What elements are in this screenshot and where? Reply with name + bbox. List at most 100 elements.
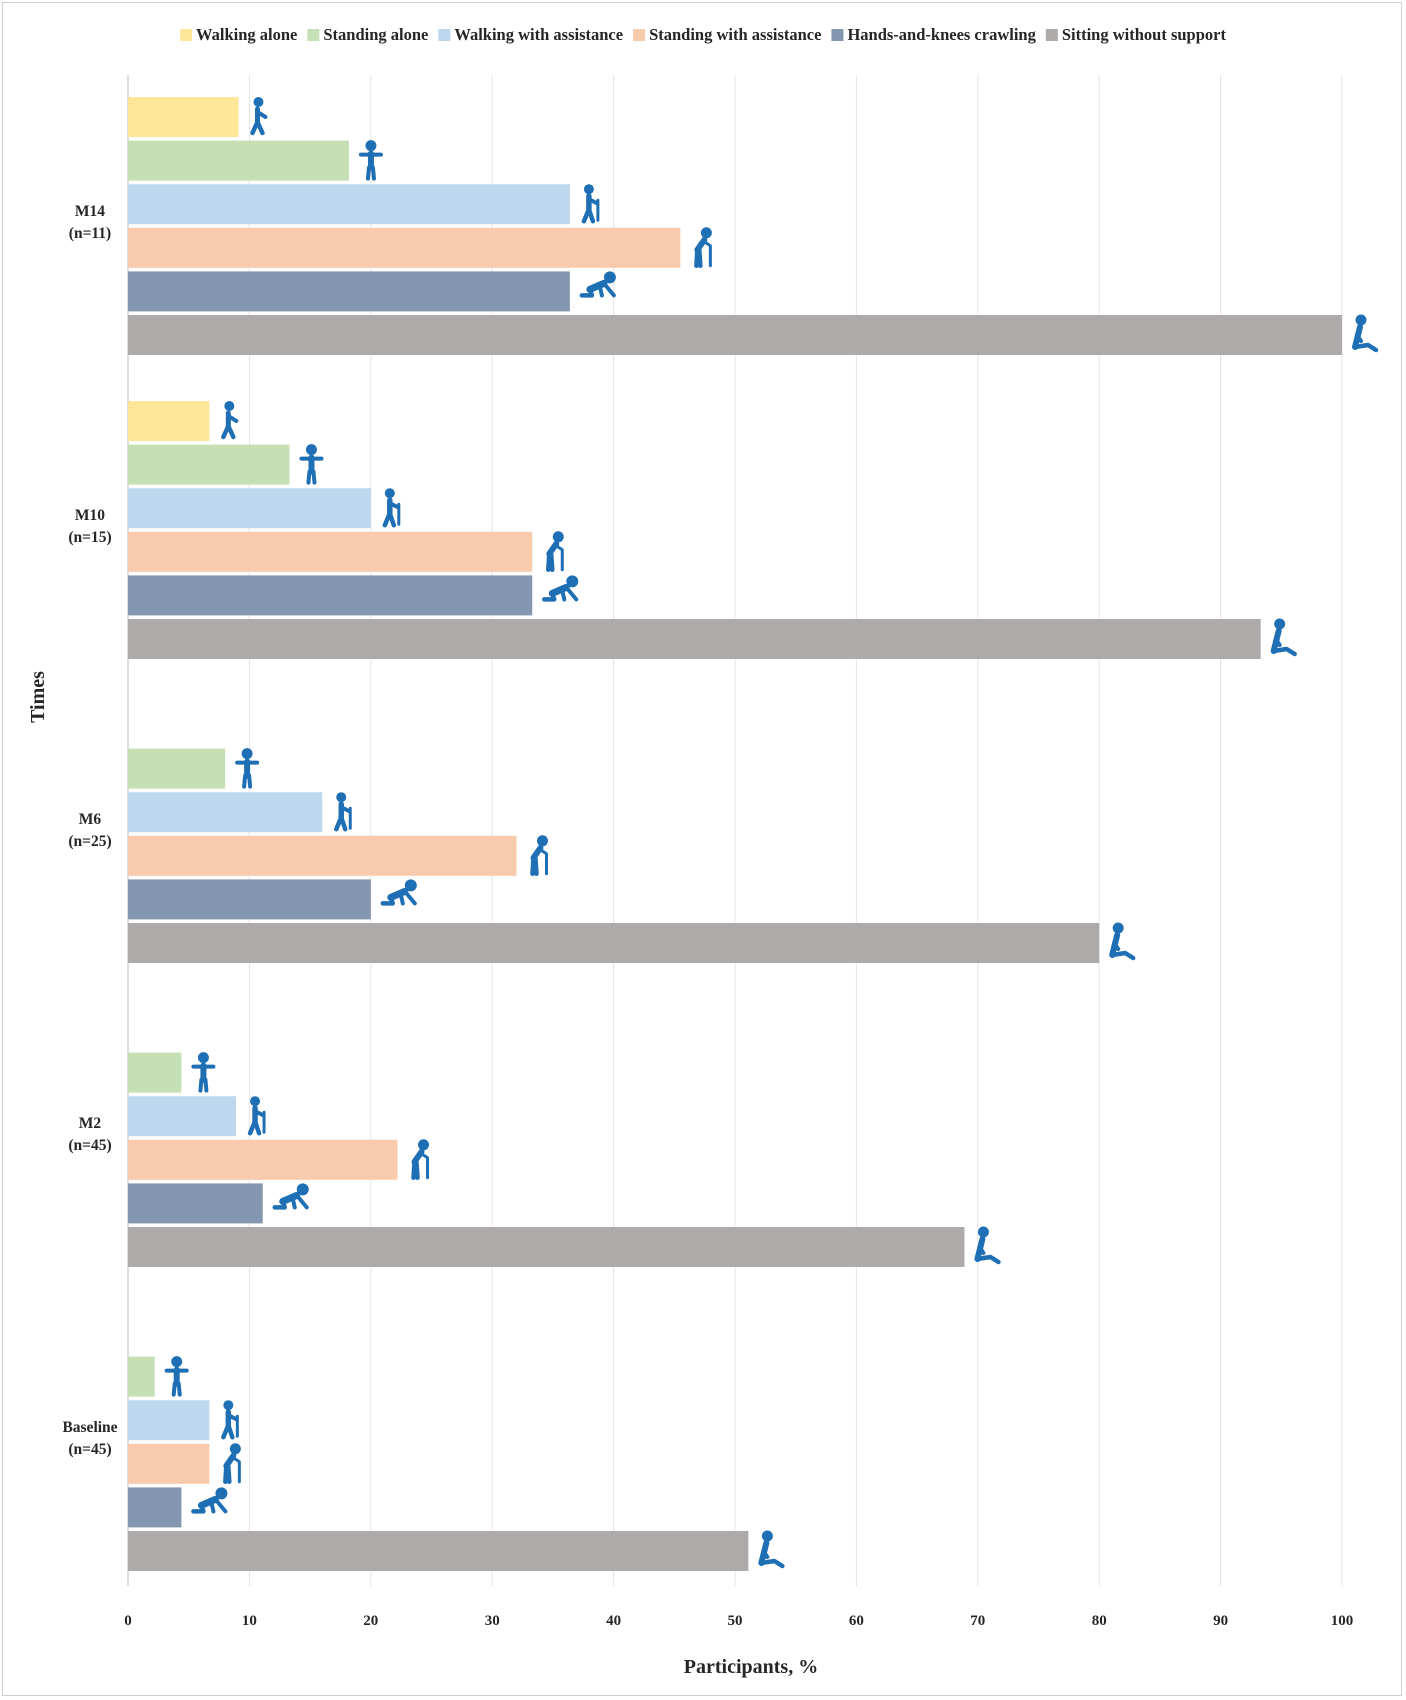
legend-items: Walking alone Standing alone Walking with … xyxy=(180,25,1226,44)
sitting-figure-icon xyxy=(1270,618,1297,657)
crawling-figure-icon xyxy=(272,1183,309,1210)
category-label: M6 xyxy=(79,811,102,828)
legend: Walking alone Standing alone Walking with … xyxy=(180,25,1226,44)
legend-label: Hands-and-knees crawling xyxy=(847,25,1036,44)
crawling-figure-icon xyxy=(191,1487,228,1514)
walking-cane-figure-icon xyxy=(247,1096,266,1136)
category-label: M10 xyxy=(75,507,105,524)
legend-swatch xyxy=(307,29,320,41)
legend-swatch xyxy=(438,29,451,41)
bars xyxy=(128,97,1342,1571)
bar xyxy=(128,619,1261,659)
standing-support-figure-icon xyxy=(694,227,712,269)
legend-item: Standing alone xyxy=(307,25,428,44)
legend-item: Hands-and-knees crawling xyxy=(831,25,1037,44)
bar xyxy=(128,140,349,181)
bar xyxy=(128,1139,398,1180)
walking-cane-figure-icon xyxy=(581,184,600,224)
sitting-figure-icon xyxy=(758,1530,785,1569)
legend-label: Standing with assistance xyxy=(649,25,821,44)
y-axis-title: Times xyxy=(27,671,49,723)
sitting-figure-icon xyxy=(1109,922,1136,961)
x-axis-title: Participants, % xyxy=(684,1656,818,1678)
bar xyxy=(128,488,371,529)
walking-cane-figure-icon xyxy=(382,488,401,528)
bar xyxy=(128,1400,210,1441)
x-tick-label: 20 xyxy=(363,1613,378,1629)
bar xyxy=(128,1096,237,1137)
bar xyxy=(128,531,533,572)
legend-label: Walking alone xyxy=(196,25,297,44)
bar xyxy=(128,748,226,789)
x-tick-label: 100 xyxy=(1331,1613,1354,1629)
bar xyxy=(128,1531,749,1571)
standing-support-figure-icon xyxy=(411,1139,430,1181)
x-tick-label: 60 xyxy=(849,1613,864,1629)
category-label: Baseline xyxy=(62,1419,117,1436)
standing-support-figure-icon xyxy=(223,1443,241,1485)
category-count: (n=45) xyxy=(68,1137,111,1154)
walking-figure-icon xyxy=(221,401,239,440)
legend-item: Walking with assistance xyxy=(438,25,623,44)
standing-figure-icon xyxy=(235,748,260,789)
standing-figure-icon xyxy=(164,1356,189,1397)
bar-group xyxy=(128,748,1100,963)
category-label: M14 xyxy=(75,203,105,220)
bar-group xyxy=(128,401,1261,659)
legend-item: Standing with assistance xyxy=(633,25,821,44)
x-tick-label: 0 xyxy=(124,1613,132,1629)
x-tick-label: 80 xyxy=(1092,1613,1107,1629)
standing-figure-icon xyxy=(299,444,324,485)
legend-swatch xyxy=(633,29,646,41)
category-count: (n=11) xyxy=(69,225,111,242)
bar-group xyxy=(128,1052,965,1267)
legend-item: Walking alone xyxy=(180,25,297,44)
standing-support-figure-icon xyxy=(530,835,548,877)
bar xyxy=(128,792,323,833)
legend-label: Walking with assistance xyxy=(454,25,623,44)
bar-group xyxy=(128,97,1342,355)
bar xyxy=(128,1356,155,1397)
bar xyxy=(128,879,371,920)
legend-swatch xyxy=(831,29,844,41)
walking-figure-icon xyxy=(250,97,268,136)
standing-support-figure-icon xyxy=(546,531,564,573)
bar xyxy=(128,575,533,616)
bar xyxy=(128,1443,210,1484)
bar xyxy=(128,184,570,225)
crawling-figure-icon xyxy=(380,879,417,906)
x-tick-label: 40 xyxy=(606,1613,621,1629)
icons xyxy=(164,97,1379,1569)
crawling-figure-icon xyxy=(579,271,616,298)
bar xyxy=(128,227,681,268)
x-tick-label: 90 xyxy=(1213,1613,1228,1629)
walking-cane-figure-icon xyxy=(221,1400,239,1440)
legend-swatch xyxy=(1045,29,1058,41)
bar xyxy=(128,97,239,137)
sitting-figure-icon xyxy=(1352,314,1379,353)
legend-swatch xyxy=(180,29,193,41)
walking-cane-figure-icon xyxy=(333,792,352,832)
standing-figure-icon xyxy=(358,140,383,181)
legend-item: Sitting without support xyxy=(1045,25,1227,44)
axes: Participants, % Times 0 10 20 30 40 50 60 70 80 9… xyxy=(27,203,1353,1678)
category-count: (n=25) xyxy=(68,833,111,850)
category-count: (n=45) xyxy=(68,1441,111,1458)
standing-figure-icon xyxy=(191,1052,216,1093)
bar xyxy=(128,315,1342,355)
legend-label: Standing alone xyxy=(323,25,428,44)
category-count: (n=15) xyxy=(68,529,111,546)
bar xyxy=(128,271,570,312)
bar xyxy=(128,923,1100,963)
bar-group xyxy=(128,1356,749,1571)
legend-label: Sitting without support xyxy=(1062,25,1227,44)
bar xyxy=(128,401,210,441)
crawling-figure-icon xyxy=(542,575,579,602)
bar xyxy=(128,444,290,485)
bar xyxy=(128,1487,182,1528)
x-tick-label: 30 xyxy=(485,1613,500,1629)
x-tick-label: 70 xyxy=(970,1613,985,1629)
x-tick-label: 10 xyxy=(242,1613,257,1629)
bar xyxy=(128,835,517,876)
